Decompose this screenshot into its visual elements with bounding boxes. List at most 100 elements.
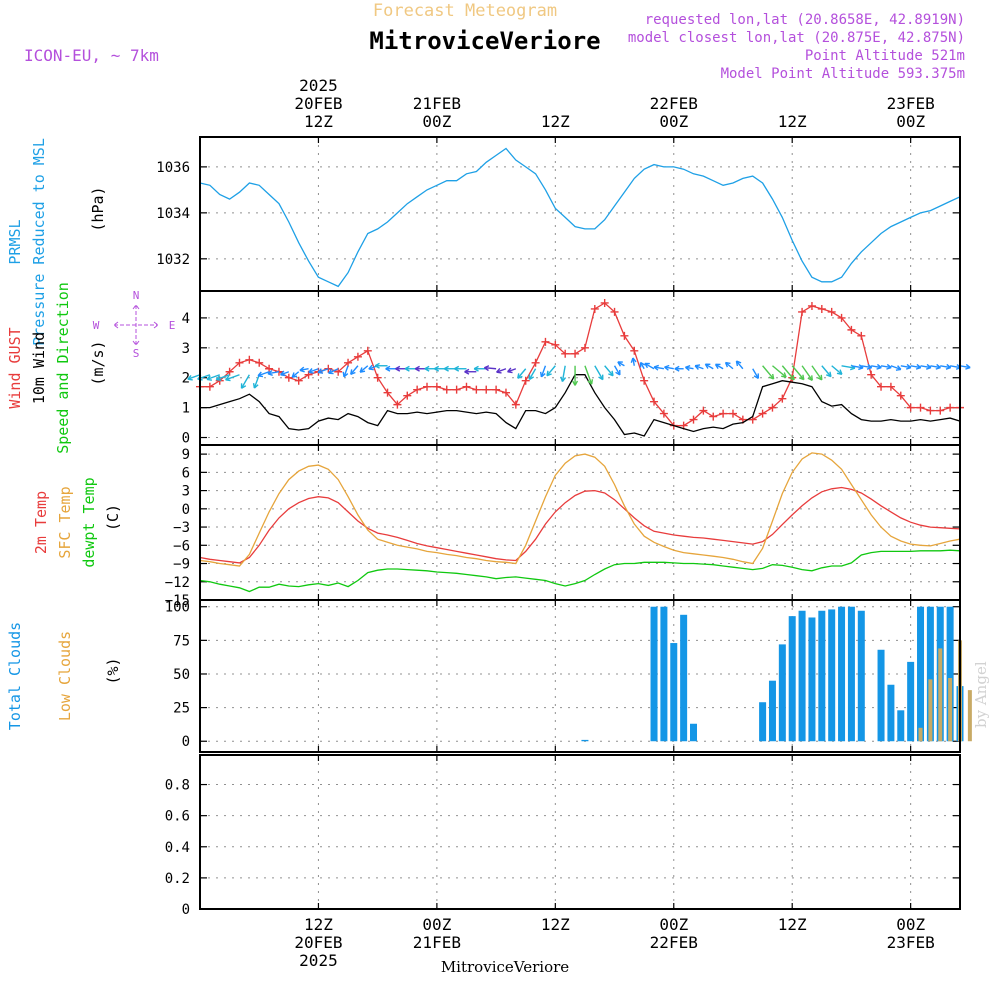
location-title: MitroviceVeriore [369, 27, 600, 55]
top-time-label: 00Z [659, 112, 688, 131]
wind-arrow-head [267, 370, 273, 376]
wind-arrow-head [240, 383, 247, 389]
wind-arrow-head [858, 364, 864, 371]
gust-marker [413, 385, 422, 394]
bottom-time-label: 12Z [541, 915, 570, 934]
wind-arrow [584, 365, 593, 385]
gust-marker [571, 349, 580, 358]
wind-arrow [920, 365, 932, 369]
wind-arrow-head [781, 372, 787, 378]
y-tick-label: 50 [173, 667, 190, 683]
panel-label: 2m Temp [32, 491, 50, 554]
wind-arrow [561, 365, 566, 382]
top-time-label: 23FEB [887, 94, 935, 113]
wind-arrow-head [359, 367, 366, 373]
wind-arrow-head [280, 370, 286, 377]
panel-5: 0 0.2 0.4 0.6 0.8 [165, 754, 961, 918]
y-tick-label: −15 [165, 593, 190, 609]
gust-marker [590, 304, 599, 313]
gust-marker [936, 406, 945, 415]
wind-arrow-head [945, 363, 952, 370]
cloud-bar [778, 644, 786, 742]
compass-s: S [133, 347, 140, 360]
cloud-bar [768, 680, 776, 742]
gust-marker [817, 304, 826, 313]
bottom-time-label: 22FEB [650, 933, 698, 952]
wind-arrow-head [724, 361, 731, 368]
gust-marker [926, 406, 935, 415]
cloud-bar [887, 684, 895, 742]
panel-label: Total Clouds [6, 622, 24, 730]
gust-marker [344, 358, 353, 367]
cloud-bar [818, 610, 826, 742]
gust-marker [847, 325, 856, 334]
panel-frame [199, 136, 961, 292]
wind-arrow [299, 368, 309, 371]
panel-frame [199, 444, 961, 601]
wind-arrow-head [434, 365, 440, 372]
wind-arrow [343, 365, 349, 378]
wind-arrow [772, 365, 787, 378]
wind-arrow [328, 368, 339, 374]
cloud-bar [650, 606, 658, 742]
wind-arrow-head [424, 365, 430, 372]
cloud-bar [926, 606, 934, 742]
bottom-time-label: 20FEB [294, 933, 342, 952]
cloud-bar [918, 727, 923, 742]
series-line-prmsl [199, 147, 961, 288]
wind-arrow-head [704, 363, 711, 369]
wind-arrow-head [768, 373, 775, 380]
gust-marker [659, 409, 668, 418]
model-label: ICON-EU, ~ 7km [24, 46, 159, 65]
wind-arrow-head [225, 375, 231, 382]
y-tick-label: 3 [182, 341, 190, 357]
wind-arrow [206, 374, 220, 381]
gust-marker [946, 403, 955, 412]
bottom-time-label: 23FEB [887, 933, 935, 952]
wind-arrow-head [653, 364, 660, 371]
series-line-2m-temp [199, 486, 961, 564]
wind-arrow [644, 362, 655, 370]
gust-marker [442, 385, 451, 394]
bottom-time-label: 00Z [422, 915, 451, 934]
panel-frame [199, 754, 961, 910]
wind-arrow-head [414, 365, 420, 372]
wind-arrow [604, 365, 614, 377]
wind-arrow [841, 365, 856, 369]
wind-arrow-head [317, 368, 324, 374]
wind-arrow-head [644, 362, 650, 369]
gust-marker [778, 394, 787, 403]
panel-unit-label: (m/s) [89, 340, 107, 385]
panel-3: −15 −12 −9 −6 −3 0 3 6 9 [165, 444, 961, 609]
gust-marker [393, 400, 402, 409]
wind-arrow [752, 368, 759, 379]
supertitle: Forecast Meteogram [373, 1, 557, 21]
compass-n: N [133, 289, 140, 302]
wind-arrow-head [342, 371, 349, 378]
gust-marker [600, 298, 609, 307]
wind-arrow-head [615, 369, 621, 376]
wind-arrow-head [895, 365, 902, 371]
panel-label: PRMSL [6, 219, 24, 264]
cloud-bar [680, 614, 688, 742]
wind-arrow-head [187, 374, 193, 381]
bottom-time-label: 12Z [304, 915, 333, 934]
gust-marker [906, 403, 915, 412]
bottom-time-label: 00Z [896, 915, 925, 934]
y-tick-label: 0.8 [165, 778, 190, 794]
wind-arrow-head [915, 363, 922, 370]
cloud-bar [581, 739, 589, 742]
wind-arrow [267, 371, 280, 375]
panel-frame [199, 290, 961, 446]
gust-marker [373, 373, 382, 382]
wind-arrow [861, 365, 872, 369]
gust-marker [403, 391, 412, 400]
wind-arrow [821, 365, 832, 378]
gust-marker [501, 388, 510, 397]
bottom-time-label: 21FEB [413, 933, 461, 952]
gust-marker [551, 340, 560, 349]
compass-w: W [93, 319, 100, 332]
panel-2: 0 1 2 3 4 [182, 290, 971, 447]
gust-marker [837, 313, 846, 322]
